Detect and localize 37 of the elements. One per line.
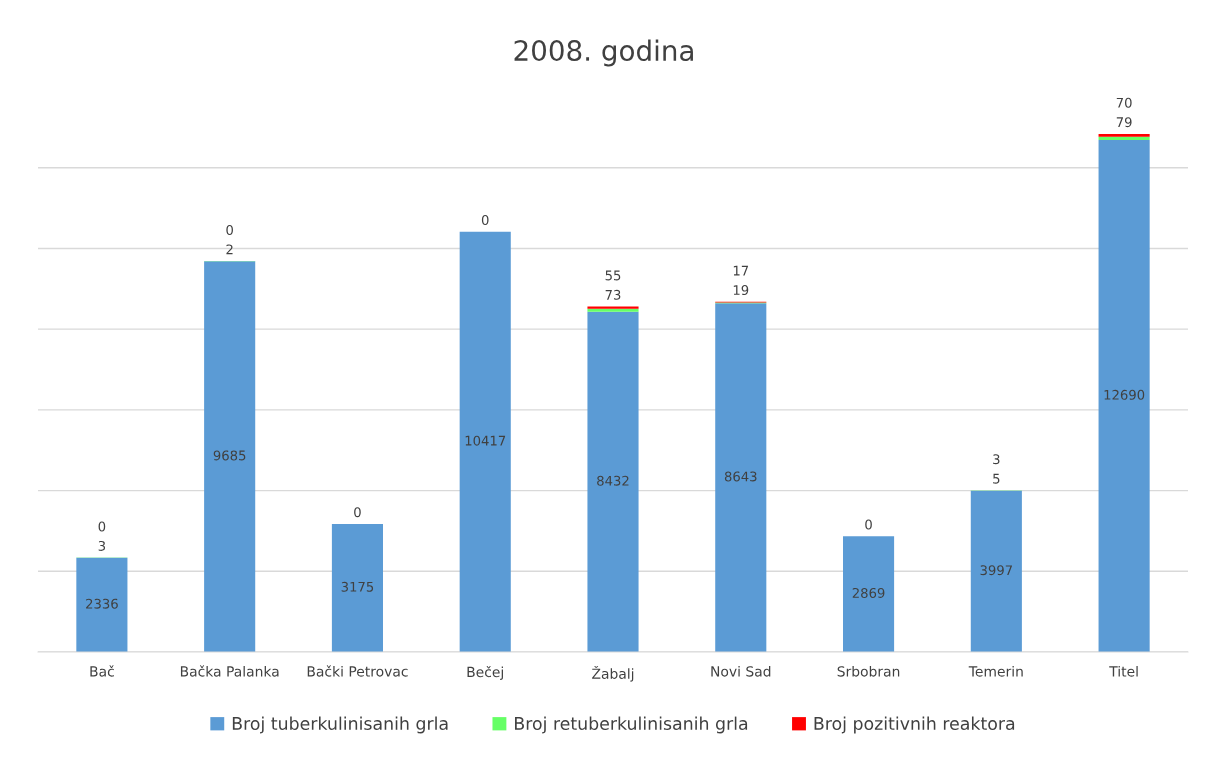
data-label: 3 (993, 454, 1000, 465)
data-label: 9685 (213, 450, 246, 461)
data-label: 0 (354, 507, 361, 518)
data-label: 70 (1116, 97, 1132, 108)
legend-label: Broj tuberkulinisanih grla (232, 716, 448, 734)
x-tick-label: Bačka Palanka (180, 665, 279, 677)
x-tick-label: Žabalj (592, 665, 634, 682)
data-label: 2336 (86, 598, 118, 609)
data-label: 12690 (1104, 389, 1145, 400)
x-tick-label: Bečej (467, 665, 503, 680)
data-label: 17 (733, 265, 749, 276)
data-label: 0 (98, 521, 106, 532)
data-label: 0 (481, 214, 489, 225)
data-label: 3 (98, 540, 106, 551)
data-label: 3175 (341, 581, 374, 592)
data-label: 3997 (980, 565, 1012, 576)
x-tick-label: Srbobran (837, 665, 900, 677)
data-label: 55 (605, 270, 621, 281)
legend-label: Broj retuberkulinisanih grla (515, 716, 748, 734)
data-label: 8432 (597, 475, 629, 486)
data-label: 2869 (852, 587, 885, 598)
data-label: 79 (1116, 117, 1132, 128)
x-tick-label: Bač (90, 665, 114, 677)
legend-label: Broj pozitivnih reaktora (814, 716, 1015, 734)
data-label: 73 (605, 289, 621, 300)
x-tick-label: Titel (1109, 665, 1138, 677)
x-tick-label: Novi Sad (711, 665, 771, 677)
chart-title: 2008. godina (514, 39, 693, 67)
data-label: 10417 (465, 435, 506, 446)
x-tick-label: Temerin (968, 665, 1023, 677)
data-label: 0 (865, 519, 872, 530)
data-label: 5 (993, 473, 1000, 484)
data-label: 2 (226, 244, 233, 255)
data-label: 8643 (724, 471, 757, 482)
data-label: 0 (226, 224, 233, 235)
x-tick-label: Bački Petrovac (307, 665, 408, 677)
data-label: 19 (733, 285, 749, 296)
